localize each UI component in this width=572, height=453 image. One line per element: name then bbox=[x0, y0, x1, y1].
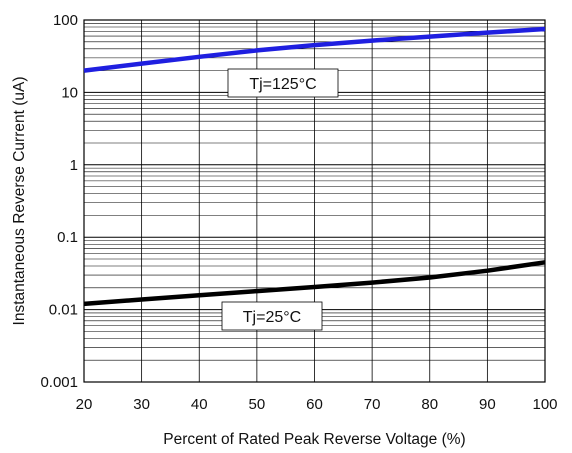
y-axis-title: Instantaneous Reverse Current (uA) bbox=[11, 77, 28, 326]
x-tick-label: 90 bbox=[479, 396, 496, 413]
y-tick-label: 10 bbox=[61, 84, 78, 101]
series-line-tj-25c bbox=[83, 260, 546, 307]
annotation-box bbox=[227, 68, 339, 98]
x-tick-label: 70 bbox=[364, 396, 381, 413]
y-tick-label: 0.1 bbox=[57, 229, 78, 246]
x-tick-label: 30 bbox=[133, 396, 150, 413]
annotation-label: Tj=25°C bbox=[243, 309, 301, 326]
annotations: Tj=125°C Tj=25°C bbox=[221, 68, 339, 331]
series-lines bbox=[83, 26, 546, 307]
x-tick-label: 40 bbox=[191, 396, 208, 413]
grid bbox=[83, 20, 546, 383]
annotation-label: Tj=125°C bbox=[249, 76, 316, 93]
plot-area-frame bbox=[83, 19, 546, 383]
x-tick-label: 20 bbox=[76, 396, 93, 413]
x-tick-label: 50 bbox=[249, 396, 266, 413]
series-line-tj-125c bbox=[83, 26, 546, 73]
y-axis-ticks: 0.001 0.01 0.1 1 10 100 bbox=[40, 12, 78, 391]
x-tick-label: 100 bbox=[532, 396, 557, 413]
x-axis-ticks: 20 30 40 50 60 70 80 90 100 bbox=[76, 396, 558, 413]
annotation-box bbox=[221, 301, 323, 331]
y-tick-label: 100 bbox=[53, 12, 78, 29]
x-tick-label: 80 bbox=[421, 396, 438, 413]
y-tick-label: 0.001 bbox=[40, 374, 78, 391]
x-axis-title: Percent of Rated Peak Reverse Voltage (%… bbox=[163, 431, 465, 448]
y-tick-label: 0.01 bbox=[49, 302, 78, 319]
y-tick-label: 1 bbox=[70, 157, 78, 174]
x-tick-label: 60 bbox=[306, 396, 323, 413]
